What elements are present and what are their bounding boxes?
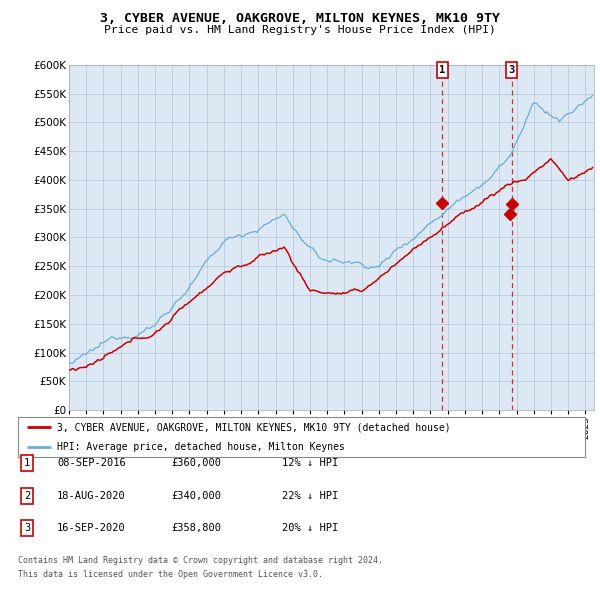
Text: 3, CYBER AVENUE, OAKGROVE, MILTON KEYNES, MK10 9TY: 3, CYBER AVENUE, OAKGROVE, MILTON KEYNES…: [100, 12, 500, 25]
Text: 3: 3: [24, 523, 30, 533]
Text: 3: 3: [508, 65, 515, 75]
Text: 20% ↓ HPI: 20% ↓ HPI: [282, 523, 338, 533]
Text: This data is licensed under the Open Government Licence v3.0.: This data is licensed under the Open Gov…: [18, 571, 323, 579]
Text: £360,000: £360,000: [171, 458, 221, 468]
Text: 18-AUG-2020: 18-AUG-2020: [57, 491, 126, 500]
Text: 12% ↓ HPI: 12% ↓ HPI: [282, 458, 338, 468]
Text: Price paid vs. HM Land Registry's House Price Index (HPI): Price paid vs. HM Land Registry's House …: [104, 25, 496, 35]
Text: £340,000: £340,000: [171, 491, 221, 500]
Text: 1: 1: [439, 65, 445, 75]
Text: 2: 2: [24, 491, 30, 500]
Text: 08-SEP-2016: 08-SEP-2016: [57, 458, 126, 468]
Text: 3, CYBER AVENUE, OAKGROVE, MILTON KEYNES, MK10 9TY (detached house): 3, CYBER AVENUE, OAKGROVE, MILTON KEYNES…: [56, 422, 450, 432]
Text: Contains HM Land Registry data © Crown copyright and database right 2024.: Contains HM Land Registry data © Crown c…: [18, 556, 383, 565]
Text: HPI: Average price, detached house, Milton Keynes: HPI: Average price, detached house, Milt…: [56, 442, 344, 452]
Text: 1: 1: [24, 458, 30, 468]
Text: 16-SEP-2020: 16-SEP-2020: [57, 523, 126, 533]
Text: £358,800: £358,800: [171, 523, 221, 533]
Text: 22% ↓ HPI: 22% ↓ HPI: [282, 491, 338, 500]
